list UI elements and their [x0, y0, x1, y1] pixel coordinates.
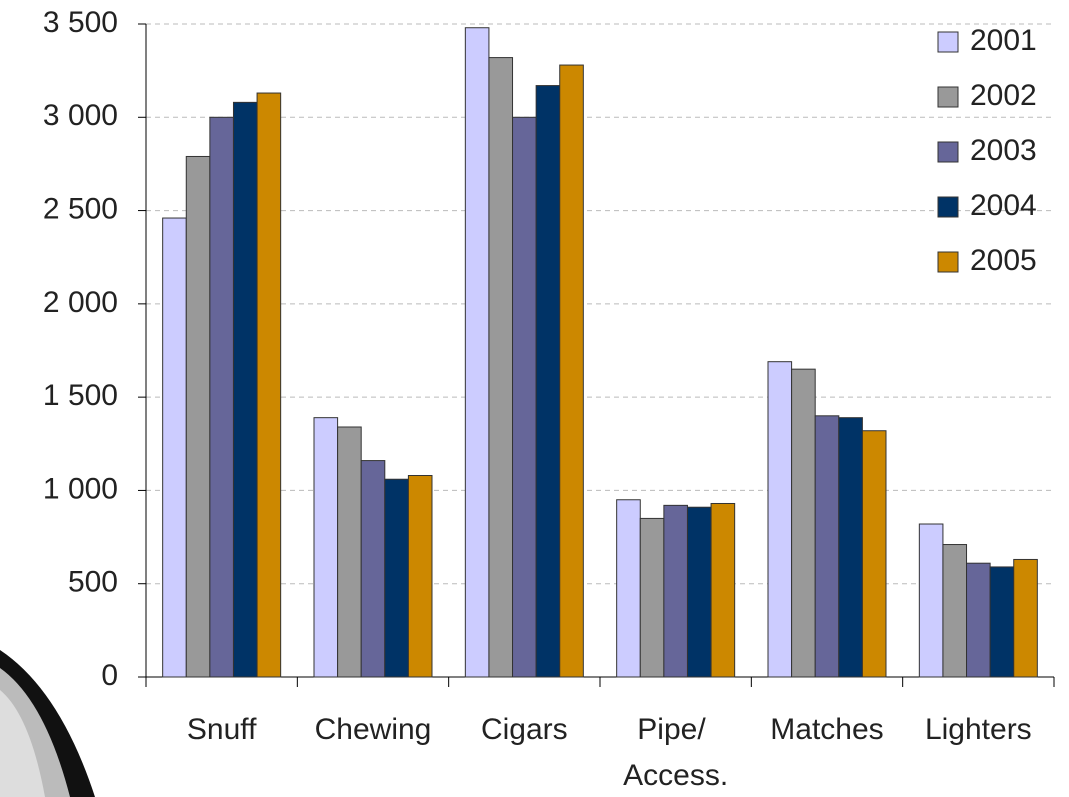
legend-label: 2005: [970, 244, 1037, 277]
bar: [464, 27, 490, 678]
bar: [488, 57, 514, 678]
bar: [663, 504, 688, 678]
bar: [767, 361, 793, 678]
bar: [256, 92, 282, 678]
bar: [861, 430, 887, 678]
legend-swatch: [937, 196, 959, 218]
x-tick-label: Matches: [770, 713, 883, 746]
bar: [512, 116, 537, 678]
bar: [942, 544, 968, 678]
legend-label: 2002: [970, 79, 1037, 112]
bar: [535, 85, 561, 678]
legend-swatch: [937, 251, 959, 273]
bar: [791, 368, 816, 678]
legend-swatch: [937, 86, 959, 108]
x-tick-label: Pipe/ Access.: [623, 713, 728, 792]
bar: [710, 502, 736, 678]
bar: [407, 475, 433, 678]
legend-label: 2003: [970, 134, 1037, 167]
y-tick-label: 2 500: [43, 192, 118, 225]
bar: [559, 64, 584, 678]
y-tick-label: 500: [68, 566, 118, 599]
bar: [313, 417, 339, 678]
x-tick-label: Cigars: [481, 713, 568, 746]
y-tick-label: 2 000: [43, 286, 118, 319]
bar: [639, 517, 665, 678]
decorative-photo: [0, 650, 95, 797]
legend-swatch: [937, 141, 959, 163]
legend-swatch: [937, 31, 959, 53]
y-tick-label: 3 000: [43, 99, 118, 132]
bar: [162, 217, 187, 678]
bar: [918, 523, 944, 678]
y-tick-label: 1 000: [43, 472, 118, 505]
bar: [384, 478, 409, 678]
bar: [838, 417, 863, 678]
bar: [686, 506, 712, 678]
bar: [337, 426, 362, 678]
bar: [360, 460, 386, 678]
legend-label: 2001: [970, 24, 1037, 57]
bar: [209, 116, 234, 678]
x-tick-label: Chewing: [315, 713, 432, 746]
y-tick-label: 0: [101, 659, 118, 692]
legend-label: 2004: [970, 189, 1037, 222]
bar: [232, 101, 258, 678]
bar: [814, 415, 840, 678]
y-tick-label: 1 500: [43, 379, 118, 412]
bar: [966, 562, 991, 678]
bar: [989, 566, 1015, 678]
x-tick-label: Snuff: [187, 713, 257, 746]
bar: [1013, 558, 1038, 678]
bar: [616, 499, 641, 678]
bar: [185, 155, 211, 678]
x-tick-label: Lighters: [925, 713, 1032, 746]
y-tick-label: 3 500: [43, 6, 118, 39]
